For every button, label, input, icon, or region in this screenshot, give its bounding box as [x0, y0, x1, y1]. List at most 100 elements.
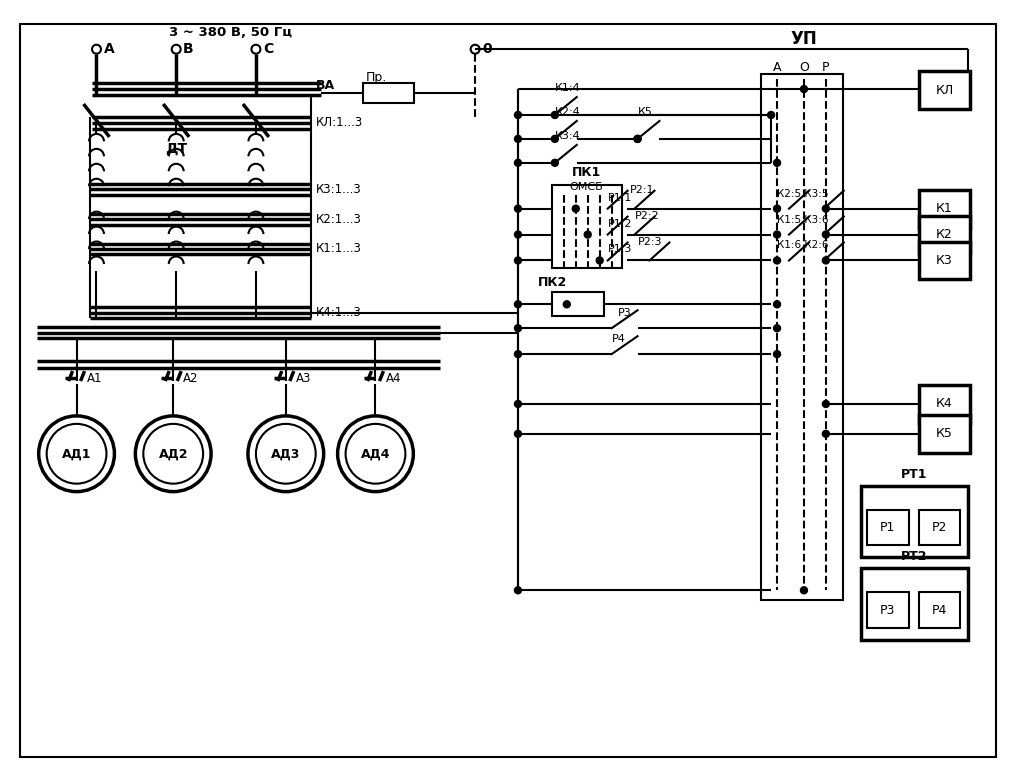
- Bar: [552, 185, 621, 268]
- Text: 3 ~ 380 В, 50 Гц: 3 ~ 380 В, 50 Гц: [170, 26, 292, 39]
- Bar: [867, 510, 909, 546]
- Text: Р1:1: Р1:1: [608, 192, 632, 203]
- Circle shape: [514, 351, 521, 358]
- Text: А2: А2: [183, 372, 198, 385]
- Circle shape: [823, 257, 830, 264]
- Text: К5: К5: [936, 428, 953, 440]
- Bar: [919, 241, 970, 279]
- Text: УП: УП: [791, 30, 818, 48]
- Bar: [919, 216, 970, 254]
- Circle shape: [514, 587, 521, 594]
- Text: К3: К3: [936, 254, 953, 267]
- Text: Пр.: Пр.: [366, 71, 386, 84]
- Circle shape: [823, 205, 830, 212]
- Text: КЛ: КЛ: [935, 84, 954, 96]
- Text: К1:6 К2:6: К1:6 К2:6: [777, 241, 829, 251]
- Bar: [919, 71, 970, 109]
- Text: К2:1...3: К2:1...3: [316, 213, 362, 226]
- Text: К2:4: К2:4: [555, 107, 580, 117]
- Text: А: А: [773, 61, 781, 74]
- Circle shape: [551, 112, 558, 119]
- Text: Р2: Р2: [932, 521, 947, 534]
- Circle shape: [514, 135, 521, 142]
- Circle shape: [514, 112, 521, 119]
- Text: ДТ: ДТ: [166, 142, 187, 156]
- Circle shape: [514, 257, 521, 264]
- Circle shape: [514, 431, 521, 438]
- Circle shape: [774, 205, 781, 212]
- Text: Р: Р: [822, 61, 830, 74]
- Text: АД3: АД3: [271, 447, 300, 460]
- Bar: [861, 568, 969, 640]
- Circle shape: [551, 135, 558, 142]
- Text: Р3: Р3: [617, 308, 632, 318]
- Text: АД1: АД1: [61, 447, 91, 460]
- Circle shape: [514, 301, 521, 308]
- Text: Р2:1: Р2:1: [630, 185, 654, 195]
- Text: Р2:2: Р2:2: [635, 210, 659, 220]
- Bar: [867, 592, 909, 628]
- Text: ПК1: ПК1: [572, 166, 601, 179]
- Text: B: B: [183, 42, 194, 56]
- Circle shape: [823, 400, 830, 407]
- Text: К1: К1: [936, 202, 953, 215]
- Text: К2:5 К3:5: К2:5 К3:5: [777, 189, 829, 199]
- Text: К1:5 К3:6: К1:5 К3:6: [777, 215, 829, 224]
- Text: C: C: [263, 42, 273, 56]
- Circle shape: [774, 257, 781, 264]
- Bar: [363, 83, 414, 103]
- Text: Р4: Р4: [932, 604, 947, 617]
- Text: Р1:3: Р1:3: [608, 244, 632, 255]
- Circle shape: [768, 112, 775, 119]
- Circle shape: [774, 324, 781, 331]
- Text: ПК2: ПК2: [538, 276, 567, 289]
- Circle shape: [551, 159, 558, 166]
- Circle shape: [800, 587, 807, 594]
- Text: К4: К4: [936, 397, 953, 411]
- Text: К1:1...3: К1:1...3: [316, 242, 362, 255]
- Text: А3: А3: [295, 372, 311, 385]
- Circle shape: [596, 257, 603, 264]
- Circle shape: [774, 351, 781, 358]
- Circle shape: [585, 231, 591, 238]
- Circle shape: [514, 159, 521, 166]
- Circle shape: [800, 85, 807, 92]
- Circle shape: [514, 231, 521, 238]
- Bar: [552, 293, 604, 317]
- Circle shape: [514, 324, 521, 331]
- Bar: [919, 385, 970, 423]
- Text: Р1: Р1: [880, 521, 895, 534]
- Text: К1:4: К1:4: [555, 83, 580, 93]
- Text: К2: К2: [936, 228, 953, 241]
- Circle shape: [634, 135, 641, 142]
- Circle shape: [514, 400, 521, 407]
- Text: Р3: Р3: [880, 604, 895, 617]
- Text: ВА: ВА: [316, 78, 335, 92]
- Text: О: О: [799, 61, 808, 74]
- Circle shape: [563, 301, 570, 308]
- Circle shape: [514, 205, 521, 212]
- Text: РТ1: РТ1: [901, 468, 928, 480]
- Text: К5: К5: [638, 107, 652, 117]
- Text: АД2: АД2: [158, 447, 188, 460]
- Bar: [919, 592, 961, 628]
- Bar: [861, 486, 969, 557]
- Text: ОМСБ: ОМСБ: [570, 182, 604, 192]
- Text: 1: 1: [558, 300, 565, 310]
- Circle shape: [823, 431, 830, 438]
- Text: A: A: [103, 42, 114, 56]
- Circle shape: [774, 159, 781, 166]
- Text: К3:1...3: К3:1...3: [316, 182, 362, 196]
- Text: Р1:2: Р1:2: [608, 219, 633, 229]
- Bar: [919, 510, 961, 546]
- Circle shape: [823, 231, 830, 238]
- Circle shape: [774, 301, 781, 308]
- Text: А1: А1: [87, 372, 102, 385]
- Bar: [919, 189, 970, 227]
- Text: АД4: АД4: [361, 447, 390, 460]
- Bar: [761, 74, 843, 601]
- Bar: [919, 415, 970, 452]
- Text: 0: 0: [482, 42, 492, 56]
- Text: А4: А4: [385, 372, 401, 385]
- Circle shape: [634, 135, 641, 142]
